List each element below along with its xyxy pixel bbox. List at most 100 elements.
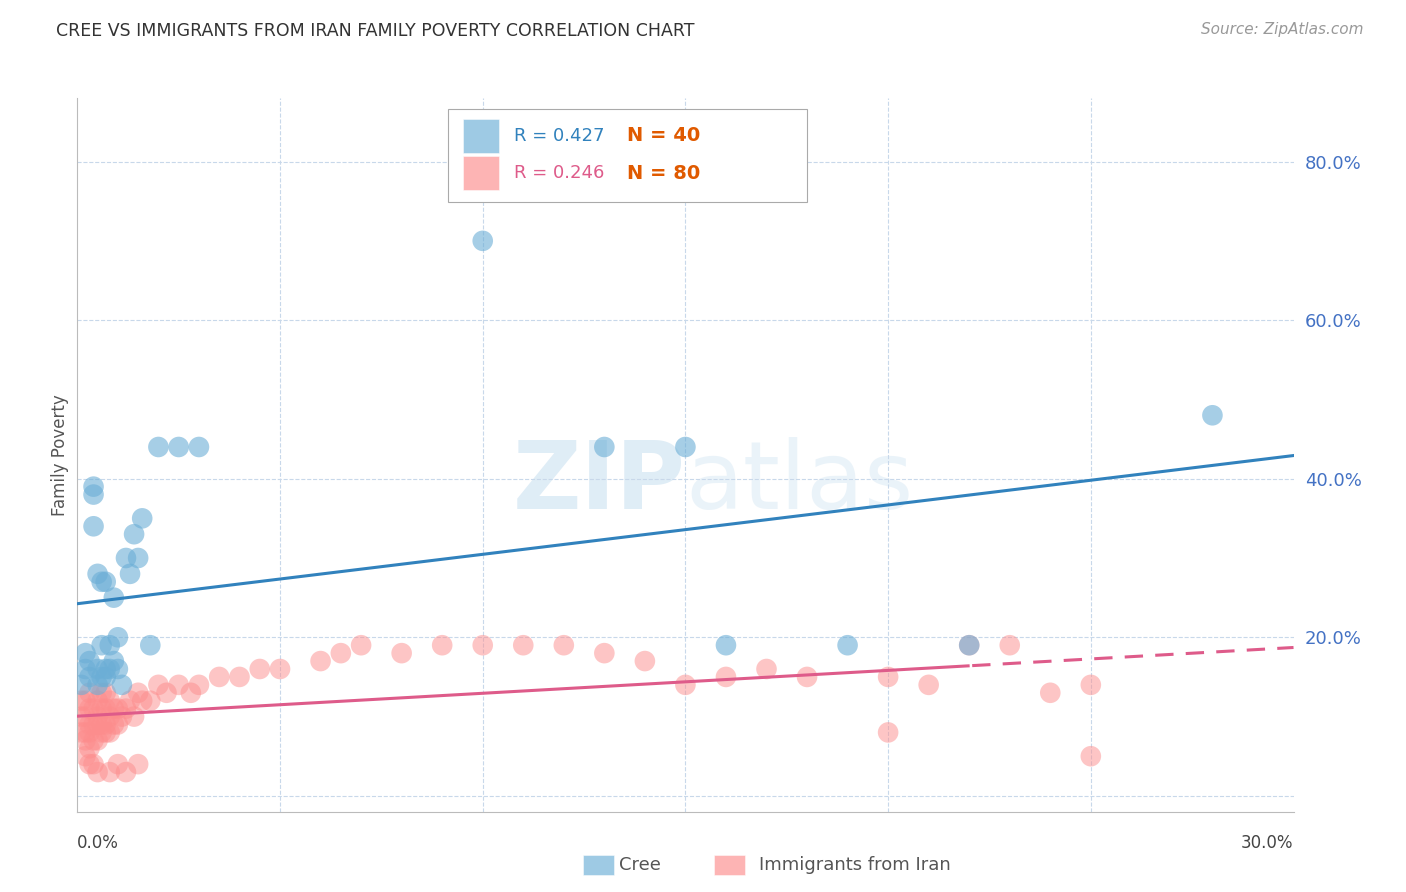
Point: [86, 717, 108, 731]
Point: [83, 480, 105, 494]
Point: [837, 638, 859, 652]
Point: [86, 566, 108, 581]
Point: [83, 733, 105, 747]
Point: [103, 717, 125, 731]
Point: [167, 440, 190, 454]
Point: [309, 654, 332, 668]
Point: [94, 574, 117, 589]
Point: [118, 566, 141, 581]
Point: [714, 670, 737, 684]
Point: [714, 638, 737, 652]
Point: [957, 638, 980, 652]
Point: [593, 440, 616, 454]
Point: [79, 717, 101, 731]
Point: [75, 749, 97, 764]
Point: [188, 678, 211, 692]
Point: [79, 701, 101, 715]
Point: [122, 527, 145, 541]
Point: [432, 638, 454, 652]
FancyBboxPatch shape: [449, 109, 807, 202]
Point: [79, 670, 101, 684]
Point: [86, 709, 108, 723]
Point: [83, 757, 105, 772]
Point: [1201, 409, 1223, 423]
Point: [755, 662, 778, 676]
Point: [118, 694, 141, 708]
Point: [70, 694, 93, 708]
Point: [90, 638, 112, 652]
Point: [98, 709, 121, 723]
Point: [148, 440, 170, 454]
Point: [98, 725, 121, 739]
Point: [877, 725, 900, 739]
Point: [90, 686, 112, 700]
Text: N = 80: N = 80: [627, 163, 700, 183]
Point: [249, 662, 271, 676]
Point: [208, 670, 231, 684]
Text: 0.0%: 0.0%: [77, 834, 120, 852]
Point: [90, 701, 112, 715]
Point: [122, 709, 145, 723]
Point: [75, 694, 97, 708]
Point: [107, 662, 129, 676]
Point: [115, 765, 138, 780]
Point: [70, 678, 93, 692]
Point: [107, 717, 129, 731]
Point: [1039, 686, 1062, 700]
Point: [107, 757, 129, 772]
Point: [70, 709, 93, 723]
Point: [98, 765, 121, 780]
Point: [83, 519, 105, 533]
Point: [94, 670, 117, 684]
Point: [127, 757, 149, 772]
Point: [675, 440, 697, 454]
Point: [139, 638, 162, 652]
Point: [111, 678, 134, 692]
Point: [103, 701, 125, 715]
Point: [94, 662, 117, 676]
Text: CREE VS IMMIGRANTS FROM IRAN FAMILY POVERTY CORRELATION CHART: CREE VS IMMIGRANTS FROM IRAN FAMILY POVE…: [56, 22, 695, 40]
Point: [103, 591, 125, 605]
Point: [350, 638, 373, 652]
Point: [86, 733, 108, 747]
Point: [86, 662, 108, 676]
Point: [83, 701, 105, 715]
Point: [155, 686, 177, 700]
Point: [553, 638, 575, 652]
Point: [1080, 749, 1102, 764]
Point: [94, 725, 117, 739]
Point: [188, 440, 211, 454]
Text: N = 40: N = 40: [627, 127, 700, 145]
Point: [70, 725, 93, 739]
Point: [79, 757, 101, 772]
Point: [75, 725, 97, 739]
Point: [83, 487, 105, 501]
Point: [79, 654, 101, 668]
Point: [139, 694, 162, 708]
Point: [957, 638, 980, 652]
Point: [115, 551, 138, 566]
FancyBboxPatch shape: [463, 156, 499, 190]
Point: [127, 686, 149, 700]
Point: [796, 670, 818, 684]
Point: [998, 638, 1021, 652]
Point: [98, 638, 121, 652]
Point: [1080, 678, 1102, 692]
Point: [228, 670, 250, 684]
Point: [86, 694, 108, 708]
Y-axis label: Family Poverty: Family Poverty: [51, 394, 69, 516]
Point: [79, 725, 101, 739]
Point: [107, 701, 129, 715]
Point: [918, 678, 941, 692]
Text: Cree: Cree: [619, 856, 661, 874]
Point: [94, 717, 117, 731]
Point: [877, 670, 900, 684]
Point: [512, 638, 534, 652]
Point: [115, 701, 138, 715]
Point: [90, 725, 112, 739]
Point: [98, 662, 121, 676]
Point: [593, 646, 616, 660]
Point: [75, 646, 97, 660]
FancyBboxPatch shape: [463, 119, 499, 153]
Point: [103, 654, 125, 668]
